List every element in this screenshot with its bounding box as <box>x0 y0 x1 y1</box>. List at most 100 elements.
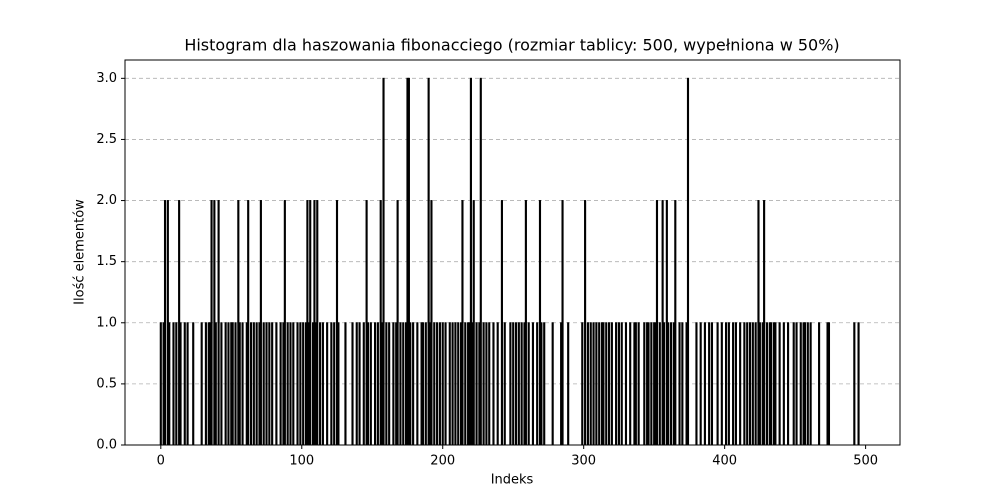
chart-title: Histogram dla haszowania fibonacciego (r… <box>184 36 839 55</box>
bar <box>586 322 589 446</box>
bar <box>492 322 495 446</box>
bar <box>369 322 372 446</box>
bar <box>247 200 250 446</box>
bar <box>172 322 175 446</box>
bar <box>758 322 761 446</box>
x-tick-label: 300 <box>571 454 596 469</box>
bar <box>503 322 506 446</box>
bar <box>316 200 319 446</box>
bar <box>720 322 723 446</box>
bar <box>763 200 766 446</box>
bar <box>795 322 798 446</box>
bar <box>782 322 785 446</box>
bar <box>809 322 812 446</box>
bar <box>605 322 608 446</box>
bar <box>561 200 564 446</box>
y-tick-label: 1.0 <box>96 315 117 330</box>
bar <box>778 322 781 446</box>
bar <box>710 322 714 446</box>
bar <box>337 322 340 446</box>
bar <box>302 322 305 446</box>
y-tick-label: 2.0 <box>96 193 117 208</box>
bar <box>200 322 203 446</box>
bar <box>595 322 598 446</box>
bar <box>708 322 711 446</box>
bar <box>416 322 419 446</box>
bar <box>799 322 802 446</box>
bar <box>686 77 690 446</box>
bar <box>739 322 742 446</box>
bar <box>647 322 650 446</box>
bar <box>531 322 535 446</box>
bar <box>319 322 322 446</box>
bar <box>743 322 746 446</box>
bar <box>231 322 234 446</box>
bar <box>792 322 795 446</box>
bar <box>748 322 752 446</box>
bar <box>475 322 478 446</box>
bar <box>536 322 539 446</box>
bar <box>224 322 227 446</box>
bar <box>479 77 482 446</box>
y-tick-label: 1.5 <box>96 254 117 269</box>
bar <box>358 322 361 446</box>
bar <box>271 322 274 446</box>
bar <box>454 322 457 446</box>
bar <box>220 322 223 446</box>
bar <box>217 200 220 446</box>
bar <box>179 322 182 446</box>
bar <box>567 322 570 446</box>
bar <box>617 322 620 446</box>
bar <box>183 322 186 446</box>
bar <box>724 322 728 446</box>
bar <box>787 322 790 446</box>
bar <box>655 200 659 446</box>
bar <box>268 322 271 446</box>
bar <box>238 322 241 446</box>
bar <box>275 322 278 446</box>
bar <box>589 322 592 446</box>
bar <box>373 322 377 446</box>
bar <box>279 322 282 446</box>
bar <box>610 322 613 446</box>
x-tick-label: 0 <box>157 454 165 469</box>
bar <box>634 322 637 446</box>
bar <box>441 322 444 446</box>
bar <box>643 322 646 446</box>
bar <box>509 322 512 446</box>
y-tick-label: 0.5 <box>96 376 117 391</box>
bar <box>543 322 546 446</box>
bar <box>204 322 207 446</box>
bar <box>598 322 601 446</box>
bar <box>540 322 543 446</box>
bar <box>602 322 605 446</box>
bar <box>262 322 265 446</box>
bar <box>754 322 757 446</box>
bar <box>624 322 628 446</box>
x-tick-label: 500 <box>853 454 878 469</box>
bar <box>448 322 451 446</box>
bar <box>527 322 530 446</box>
bar <box>175 322 178 446</box>
bar <box>355 322 358 446</box>
bar <box>296 322 299 446</box>
bar <box>399 322 402 446</box>
bar <box>366 322 370 446</box>
y-tick-label: 2.5 <box>96 132 117 147</box>
bar <box>210 200 213 446</box>
bar <box>774 322 777 446</box>
x-tick-label: 100 <box>289 454 314 469</box>
bar <box>472 200 475 446</box>
bar <box>703 322 706 446</box>
bar <box>734 322 737 446</box>
y-tick-label: 0.0 <box>96 438 117 453</box>
bar <box>186 322 189 446</box>
bar <box>716 322 719 446</box>
bar <box>163 200 167 446</box>
bar <box>433 322 436 446</box>
bar <box>388 322 391 446</box>
bar <box>309 200 312 446</box>
bar <box>362 322 365 446</box>
bar <box>241 322 244 446</box>
